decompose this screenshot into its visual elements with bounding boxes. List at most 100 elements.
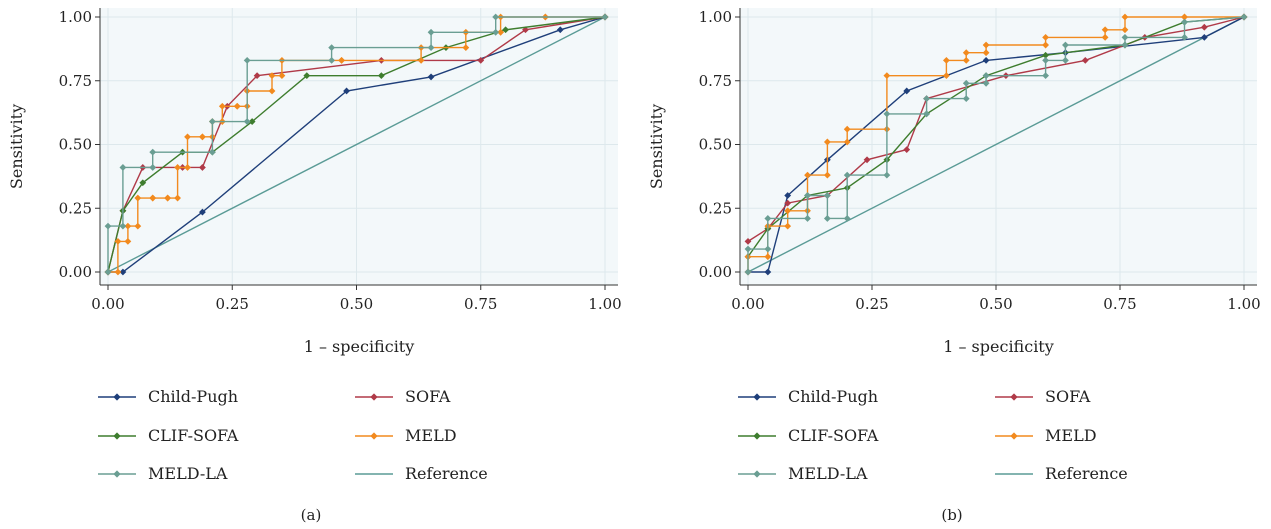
- point-clif-sofa: [1042, 51, 1049, 59]
- legend-label: Child-Pugh: [148, 387, 238, 406]
- point-meld: [823, 171, 831, 179]
- point-meld: [784, 207, 792, 215]
- point-meld-la: [1042, 56, 1049, 64]
- point-meld: [268, 72, 276, 80]
- point-meld: [1121, 13, 1129, 21]
- y-tick-label: 0.75: [59, 72, 92, 90]
- legend-item-sofa: SOFA: [355, 387, 451, 406]
- point-meld: [962, 49, 970, 57]
- point-meld: [233, 102, 241, 110]
- x-tick-label: 0.25: [216, 295, 249, 313]
- point-meld-la: [923, 95, 930, 102]
- point-meld: [804, 171, 811, 179]
- point-meld: [497, 28, 505, 36]
- legend-swatch-marker: [753, 470, 761, 478]
- point-clif-sofa: [303, 72, 311, 80]
- point-meld-la: [962, 95, 970, 102]
- legend-label: CLIF-SOFA: [148, 426, 239, 445]
- point-sofa: [744, 238, 752, 245]
- x-tick-label: 0.75: [1103, 295, 1136, 313]
- y-tick-label: 1.00: [59, 8, 92, 26]
- point-meld-la: [962, 79, 970, 87]
- y-axis-title: Sensitivity: [7, 104, 26, 189]
- point-meld: [149, 194, 157, 202]
- point-sofa: [863, 156, 871, 164]
- point-clif-sofa: [248, 118, 256, 125]
- point-child-pugh: [982, 56, 990, 64]
- series-reference: [107, 16, 606, 273]
- y-tick-label: 1.00: [699, 8, 732, 26]
- point-sofa: [903, 146, 911, 153]
- point-meld: [883, 72, 891, 80]
- y-tick-label: 0.00: [59, 263, 92, 281]
- point-meld: [134, 222, 142, 230]
- point-meld: [268, 87, 276, 95]
- legend: Child-Pugh SOFA CLIF-SOFA MELD MELD-LA Refere…: [98, 387, 488, 483]
- point-meld: [114, 268, 122, 276]
- point-meld-la: [1121, 34, 1129, 41]
- point-meld: [164, 194, 172, 202]
- point-meld-la: [923, 110, 930, 118]
- x-axis-title: 1 – specificity: [943, 337, 1054, 356]
- point-clif-sofa: [139, 179, 147, 187]
- point-meld-la: [328, 56, 336, 64]
- legend-label: SOFA: [1045, 387, 1091, 406]
- panel-label: (a): [301, 506, 322, 524]
- point-child-pugh: [199, 208, 206, 216]
- legend-label: MELD-LA: [148, 464, 228, 483]
- point-meld-la: [982, 79, 990, 87]
- legend-swatch-marker: [113, 393, 121, 401]
- point-meld-la: [119, 164, 127, 171]
- x-axis-title: 1 – specificity: [304, 337, 415, 356]
- point-meld: [1042, 34, 1049, 41]
- point-meld: [823, 138, 831, 146]
- y-axis-title: Sensitivity: [647, 104, 666, 189]
- point-meld-la: [982, 72, 990, 80]
- legend-label: Child-Pugh: [788, 387, 878, 406]
- legend-label: CLIF-SOFA: [788, 426, 879, 445]
- legend-swatch-marker: [370, 432, 378, 440]
- point-meld: [982, 41, 990, 49]
- point-meld-la: [883, 110, 891, 118]
- point-meld: [218, 102, 226, 110]
- point-meld-la: [208, 148, 216, 156]
- y-tick-label: 0.25: [699, 199, 732, 217]
- point-meld-la: [104, 268, 112, 276]
- point-meld: [462, 44, 470, 51]
- point-sofa: [199, 164, 206, 171]
- point-meld-la: [843, 215, 851, 222]
- point-meld-la: [328, 44, 336, 51]
- point-child-pugh: [1200, 34, 1208, 41]
- point-meld-la: [883, 171, 891, 179]
- point-meld-la: [208, 118, 216, 125]
- point-meld-la: [492, 28, 500, 36]
- legend-label: Reference: [405, 464, 488, 483]
- point-meld: [1181, 13, 1188, 21]
- point-meld-la: [744, 245, 752, 253]
- point-meld-la: [149, 164, 157, 171]
- point-meld-la: [764, 245, 772, 253]
- point-child-pugh: [427, 73, 435, 81]
- x-tick-label: 0.00: [91, 295, 124, 313]
- point-meld: [1121, 26, 1129, 34]
- point-meld: [784, 222, 792, 230]
- point-meld: [114, 238, 122, 245]
- legend-swatch-marker: [113, 470, 121, 478]
- point-meld-la: [427, 44, 435, 51]
- y-tick-label: 0.50: [59, 136, 92, 154]
- point-meld-la: [823, 215, 831, 222]
- legend-label: MELD: [1045, 426, 1097, 445]
- point-sofa: [784, 199, 792, 207]
- series-meld-la: [744, 13, 1248, 276]
- point-meld: [124, 222, 132, 230]
- point-meld: [1042, 41, 1049, 49]
- point-meld: [943, 72, 950, 80]
- point-meld-la: [149, 148, 157, 156]
- point-meld-la: [1062, 56, 1069, 64]
- point-meld: [843, 125, 851, 133]
- y-tick-label: 0.50: [699, 136, 732, 154]
- series-reference: [747, 16, 1245, 273]
- point-meld: [184, 133, 191, 141]
- point-meld-la: [492, 13, 500, 21]
- legend-swatch-marker: [1010, 393, 1018, 401]
